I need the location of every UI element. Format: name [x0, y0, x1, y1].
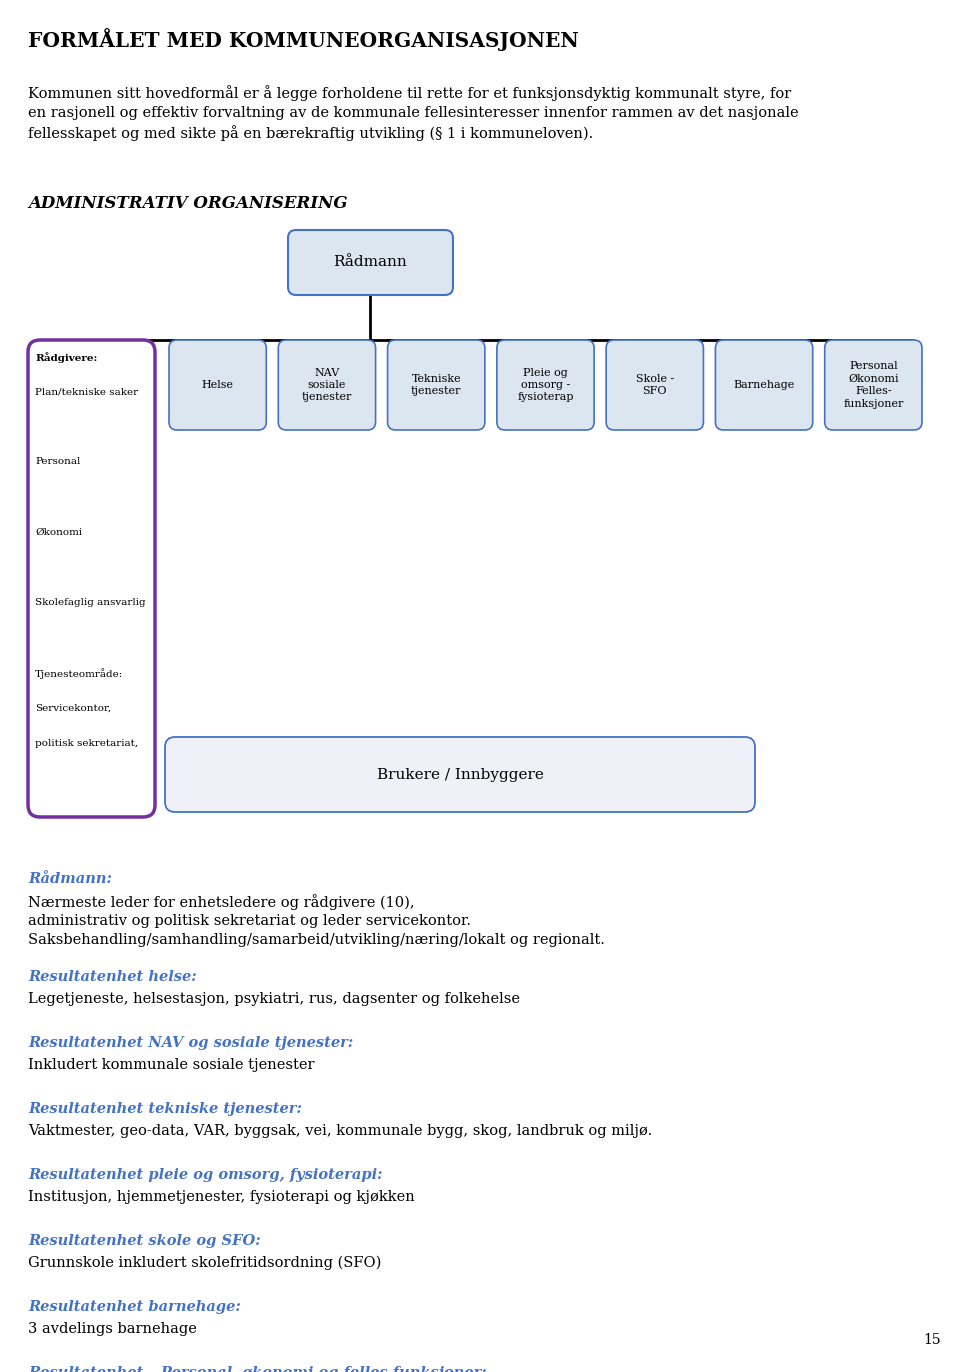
Text: Plan/tekniske saker: Plan/tekniske saker: [35, 387, 138, 397]
FancyBboxPatch shape: [825, 340, 922, 429]
Text: ADMINISTRATIV ORGANISERING: ADMINISTRATIV ORGANISERING: [28, 195, 348, 213]
Text: Skole -
SFO: Skole - SFO: [636, 373, 674, 397]
Text: Rådmann: Rådmann: [333, 255, 407, 269]
Text: Inkludert kommunale sosiale tjenester: Inkludert kommunale sosiale tjenester: [28, 1058, 315, 1072]
Text: Økonomi: Økonomi: [35, 528, 83, 536]
Text: FORMÅLET MED KOMMUNEORGANISASJONEN: FORMÅLET MED KOMMUNEORGANISASJONEN: [28, 27, 579, 51]
Text: 15: 15: [924, 1334, 941, 1347]
Text: Skolefaglig ansvarlig: Skolefaglig ansvarlig: [35, 598, 146, 606]
FancyBboxPatch shape: [278, 340, 375, 429]
FancyBboxPatch shape: [165, 737, 755, 812]
Text: Helse: Helse: [202, 380, 233, 390]
Text: Brukere / Innbyggere: Brukere / Innbyggere: [376, 767, 543, 782]
Text: Kommunen sitt hovedformål er å legge forholdene til rette for et funksjonsdyktig: Kommunen sitt hovedformål er å legge for…: [28, 85, 799, 141]
FancyBboxPatch shape: [606, 340, 704, 429]
Text: Rådmann:: Rådmann:: [28, 873, 112, 886]
Text: Rådgivere:: Rådgivere:: [35, 353, 97, 362]
Text: Personal
Økonomi
Felles-
funksjoner: Personal Økonomi Felles- funksjoner: [843, 361, 903, 409]
Text: Resultatenhet helse:: Resultatenhet helse:: [28, 970, 197, 984]
Text: Institusjon, hjemmetjenester, fysioterapi og kjøkken: Institusjon, hjemmetjenester, fysioterap…: [28, 1190, 415, 1205]
FancyBboxPatch shape: [169, 340, 266, 429]
Text: Resultatenhet tekniske tjenester:: Resultatenhet tekniske tjenester:: [28, 1102, 301, 1115]
Text: politisk sekretariat,: politisk sekretariat,: [35, 738, 138, 748]
Text: Personal: Personal: [35, 457, 81, 466]
Text: 3 avdelings barnehage: 3 avdelings barnehage: [28, 1323, 197, 1336]
Text: Tekniske
tjenester: Tekniske tjenester: [411, 373, 462, 397]
Text: Resultatenhet barnehage:: Resultatenhet barnehage:: [28, 1301, 241, 1314]
FancyBboxPatch shape: [28, 340, 155, 816]
FancyBboxPatch shape: [715, 340, 813, 429]
Text: Barnehage: Barnehage: [733, 380, 795, 390]
Text: Vaktmester, geo-data, VAR, byggsak, vei, kommunale bygg, skog, landbruk og miljø: Vaktmester, geo-data, VAR, byggsak, vei,…: [28, 1124, 652, 1137]
Text: Resultatenhet skole og SFO:: Resultatenhet skole og SFO:: [28, 1233, 260, 1249]
Text: Resultatenhet pleie og omsorg, fysioterapi:: Resultatenhet pleie og omsorg, fysiotera…: [28, 1168, 382, 1183]
Text: Resultatenhet – Personal, økonomi og felles funksjoner:: Resultatenhet – Personal, økonomi og fel…: [28, 1367, 487, 1372]
Text: Resultatenhet NAV og sosiale tjenester:: Resultatenhet NAV og sosiale tjenester:: [28, 1036, 353, 1050]
Text: Tjenesteområde:: Tjenesteområde:: [35, 668, 123, 679]
FancyBboxPatch shape: [288, 230, 453, 295]
FancyBboxPatch shape: [497, 340, 594, 429]
Text: NAV
sosiale
tjenester: NAV sosiale tjenester: [301, 368, 352, 402]
FancyBboxPatch shape: [388, 340, 485, 429]
Text: Grunnskole inkludert skolefritidsordning (SFO): Grunnskole inkludert skolefritidsordning…: [28, 1255, 381, 1270]
Text: Pleie og
omsorg -
fysioterap: Pleie og omsorg - fysioterap: [517, 368, 574, 402]
Text: Legetjeneste, helsestasjon, psykiatri, rus, dagsenter og folkehelse: Legetjeneste, helsestasjon, psykiatri, r…: [28, 992, 520, 1006]
Text: Nærmeste leder for enhetsledere og rådgivere (10),
administrativ og politisk sek: Nærmeste leder for enhetsledere og rådgi…: [28, 895, 605, 947]
Text: Servicekontor,: Servicekontor,: [35, 704, 111, 712]
